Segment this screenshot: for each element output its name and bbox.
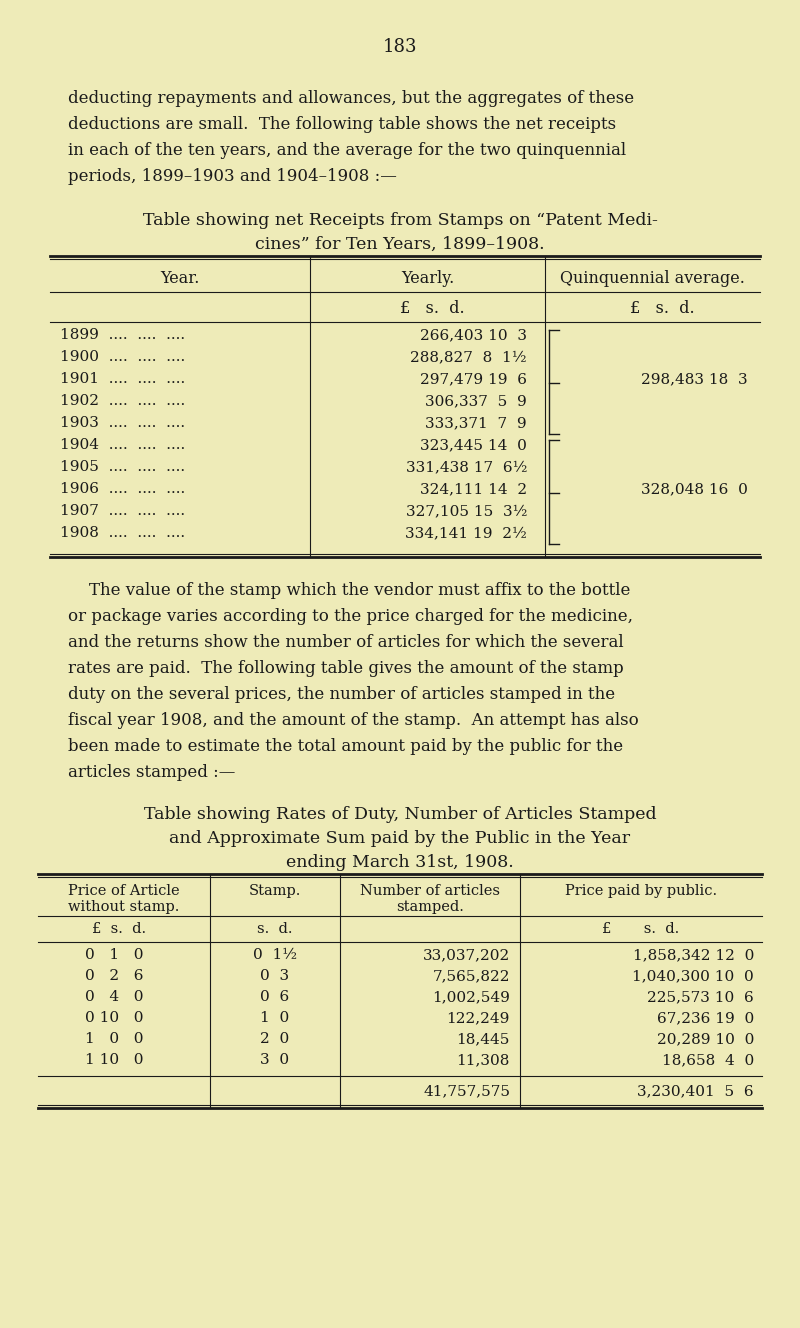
Text: Stamp.: Stamp. <box>249 884 301 898</box>
Text: 1  0: 1 0 <box>260 1011 290 1025</box>
Text: and Approximate Sum paid by the Public in the Year: and Approximate Sum paid by the Public i… <box>170 830 630 847</box>
Text: 323,445 14  0: 323,445 14 0 <box>420 438 527 452</box>
Text: 0  6: 0 6 <box>260 989 290 1004</box>
Text: 288,827  8  1½: 288,827 8 1½ <box>410 351 527 364</box>
Text: or package varies according to the price charged for the medicine,: or package varies according to the price… <box>68 608 633 625</box>
Text: £   s.  d.: £ s. d. <box>400 300 465 317</box>
Text: 18,445: 18,445 <box>457 1032 510 1046</box>
Text: 1903  ....  ....  ....: 1903 .... .... .... <box>60 416 185 430</box>
Text: duty on the several prices, the number of articles stamped in the: duty on the several prices, the number o… <box>68 687 615 703</box>
Text: deductions are small.  The following table shows the net receipts: deductions are small. The following tabl… <box>68 116 616 133</box>
Text: periods, 1899–1903 and 1904–1908 :—: periods, 1899–1903 and 1904–1908 :— <box>68 169 397 185</box>
Text: 1905  ....  ....  ....: 1905 .... .... .... <box>60 459 185 474</box>
Text: 1,040,300 10  0: 1,040,300 10 0 <box>632 969 754 983</box>
Text: 0   2   6: 0 2 6 <box>85 969 143 983</box>
Text: 328,048 16  0: 328,048 16 0 <box>641 482 748 495</box>
Text: 266,403 10  3: 266,403 10 3 <box>420 328 527 343</box>
Text: 2  0: 2 0 <box>260 1032 290 1046</box>
Text: 327,105 15  3½: 327,105 15 3½ <box>406 505 527 518</box>
Text: 67,236 19  0: 67,236 19 0 <box>657 1011 754 1025</box>
Text: 20,289 10  0: 20,289 10 0 <box>657 1032 754 1046</box>
Text: £       s.  d.: £ s. d. <box>602 922 680 936</box>
Text: 3  0: 3 0 <box>261 1053 290 1066</box>
Text: deducting repayments and allowances, but the aggregates of these: deducting repayments and allowances, but… <box>68 90 634 108</box>
Text: 7,565,822: 7,565,822 <box>433 969 510 983</box>
Text: 122,249: 122,249 <box>446 1011 510 1025</box>
Text: 1908  ....  ....  ....: 1908 .... .... .... <box>60 526 185 540</box>
Text: 1,002,549: 1,002,549 <box>432 989 510 1004</box>
Text: 1904  ....  ....  ....: 1904 .... .... .... <box>60 438 186 452</box>
Text: 41,757,575: 41,757,575 <box>423 1084 510 1098</box>
Text: Yearly.: Yearly. <box>401 270 454 287</box>
Text: 11,308: 11,308 <box>457 1053 510 1066</box>
Text: s.  d.: s. d. <box>258 922 293 936</box>
Text: 1899  ....  ....  ....: 1899 .... .... .... <box>60 328 185 343</box>
Text: cines” for Ten Years, 1899–1908.: cines” for Ten Years, 1899–1908. <box>255 236 545 254</box>
Text: in each of the ten years, and the average for the two quinquennial: in each of the ten years, and the averag… <box>68 142 626 159</box>
Text: rates are paid.  The following table gives the amount of the stamp: rates are paid. The following table give… <box>68 660 624 677</box>
Text: Table showing net Receipts from Stamps on “Patent Medi-: Table showing net Receipts from Stamps o… <box>142 212 658 228</box>
Text: Price of Article
without stamp.: Price of Article without stamp. <box>68 884 180 914</box>
Text: The value of the stamp which the vendor must affix to the bottle: The value of the stamp which the vendor … <box>68 582 630 599</box>
Text: 331,438 17  6½: 331,438 17 6½ <box>406 459 527 474</box>
Text: fiscal year 1908, and the amount of the stamp.  An attempt has also: fiscal year 1908, and the amount of the … <box>68 712 638 729</box>
Text: 1,858,342 12  0: 1,858,342 12 0 <box>633 948 754 961</box>
Text: Price paid by public.: Price paid by public. <box>565 884 717 898</box>
Text: 306,337  5  9: 306,337 5 9 <box>426 394 527 408</box>
Text: 1   0   0: 1 0 0 <box>85 1032 143 1046</box>
Text: articles stamped :—: articles stamped :— <box>68 764 235 781</box>
Text: Quinquennial average.: Quinquennial average. <box>560 270 745 287</box>
Text: 1907  ....  ....  ....: 1907 .... .... .... <box>60 505 185 518</box>
Text: Table showing Rates of Duty, Number of Articles Stamped: Table showing Rates of Duty, Number of A… <box>144 806 656 823</box>
Text: 33,037,202: 33,037,202 <box>422 948 510 961</box>
Text: Number of articles
stamped.: Number of articles stamped. <box>360 884 500 914</box>
Text: 334,141 19  2½: 334,141 19 2½ <box>405 526 527 540</box>
Text: 183: 183 <box>382 39 418 56</box>
Text: £  s.  d.: £ s. d. <box>92 922 146 936</box>
Text: 0  3: 0 3 <box>261 969 290 983</box>
Text: 0   4   0: 0 4 0 <box>85 989 143 1004</box>
Text: 1 10   0: 1 10 0 <box>85 1053 143 1066</box>
Text: 18,658  4  0: 18,658 4 0 <box>662 1053 754 1066</box>
Text: 333,371  7  9: 333,371 7 9 <box>426 416 527 430</box>
Text: 298,483 18  3: 298,483 18 3 <box>642 372 748 386</box>
Text: and the returns show the number of articles for which the several: and the returns show the number of artic… <box>68 633 624 651</box>
Text: 225,573 10  6: 225,573 10 6 <box>647 989 754 1004</box>
Text: Year.: Year. <box>160 270 200 287</box>
Text: 324,111 14  2: 324,111 14 2 <box>420 482 527 495</box>
Text: 297,479 19  6: 297,479 19 6 <box>420 372 527 386</box>
Text: 0   1   0: 0 1 0 <box>85 948 143 961</box>
Text: been made to estimate the total amount paid by the public for the: been made to estimate the total amount p… <box>68 738 623 756</box>
Text: 1901  ....  ....  ....: 1901 .... .... .... <box>60 372 186 386</box>
Text: 3,230,401  5  6: 3,230,401 5 6 <box>638 1084 754 1098</box>
Text: 0 10   0: 0 10 0 <box>85 1011 143 1025</box>
Text: 1900  ....  ....  ....: 1900 .... .... .... <box>60 351 186 364</box>
Text: 0  1½: 0 1½ <box>253 948 297 961</box>
Text: ending March 31st, 1908.: ending March 31st, 1908. <box>286 854 514 871</box>
Text: 1906  ....  ....  ....: 1906 .... .... .... <box>60 482 186 495</box>
Text: 1902  ....  ....  ....: 1902 .... .... .... <box>60 394 186 408</box>
Text: £   s.  d.: £ s. d. <box>630 300 695 317</box>
